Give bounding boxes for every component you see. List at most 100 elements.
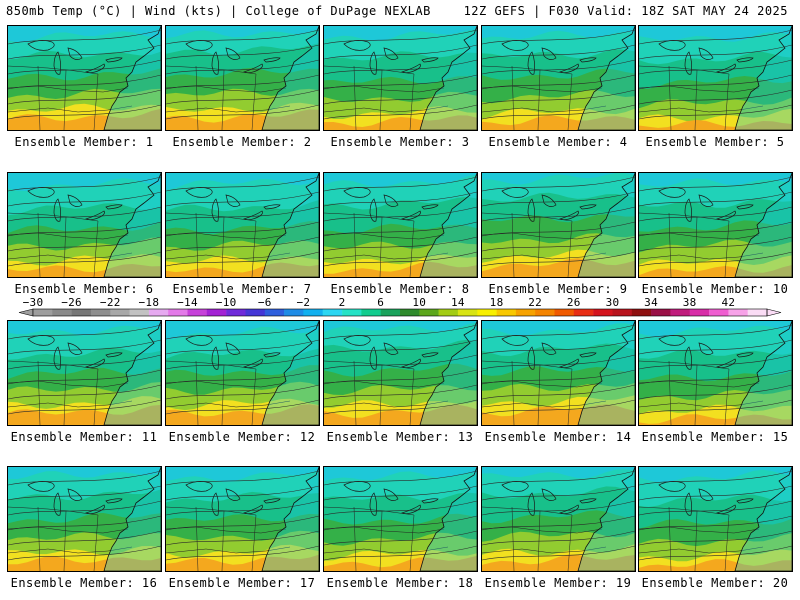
ensemble-member-label: Ensemble Member: 11 [10,430,158,444]
ensemble-member-label: Ensemble Member: 9 [488,282,628,296]
lake-outline [698,342,714,355]
ensemble-member-label: Ensemble Member: 18 [326,576,474,590]
ensemble-member-map [481,25,636,131]
lake-outline [658,40,686,51]
wind-contour [8,176,161,192]
wind-contour [482,530,635,546]
temperature-map [482,26,635,130]
warm-air-zone [482,404,635,425]
colorbar-swatch [535,309,555,316]
wind-contour [639,384,792,400]
lake-outline [383,342,399,355]
coastline [734,467,792,571]
lake-outline [558,504,579,515]
wind-contour [482,515,635,531]
ensemble-member-map [165,25,320,131]
ensemble-member-map [638,172,793,278]
lake-outline [67,488,83,501]
wind-contour [482,500,635,516]
wind-contour [639,369,792,385]
wind-contour [166,59,319,75]
colorbar-swatch [168,309,188,316]
wind-contour [8,515,161,531]
ensemble-member-label: Ensemble Member: 1 [14,135,154,149]
colorbar-tick-label: 18 [489,296,504,309]
colorbar-swatch [573,309,594,316]
ensemble-member-label: Ensemble Member: 8 [330,282,470,296]
colorbar-outline [32,308,768,317]
temperature-colorbar [18,308,782,317]
wind-contour [482,545,635,561]
state-boundary [581,252,607,258]
colorbar-tick-label: 26 [566,296,581,309]
colorbar-swatch [110,309,130,316]
state-boundary [738,400,764,406]
lake-outline [736,498,754,504]
temperature-map [482,321,635,425]
wind-contour [639,324,792,340]
state-boundary [93,368,99,425]
colorbar-swatch [380,309,401,316]
lake-outline [263,57,281,63]
wind-contour [639,470,792,486]
coastline [577,26,635,130]
lake-outline [369,346,378,370]
state-boundary [8,506,99,516]
ensemble-member-label: Ensemble Member: 5 [645,135,785,149]
state-boundary [668,65,672,130]
lake-outline [400,210,421,221]
colorbar-tick-label: 38 [682,296,697,309]
coastline [261,173,319,277]
wind-contour [482,29,635,45]
colorbar-swatch [187,309,208,316]
state-boundary [251,73,257,130]
ensemble-member-map [165,172,320,278]
warm-air-zone [8,556,161,571]
colorbar-swatch [612,309,633,316]
temperature-map [639,467,792,571]
wind-contour [8,339,161,355]
lake-outline [383,194,399,207]
ensemble-member-map [7,466,162,572]
state-boundary [195,360,199,425]
colorbar-swatch [245,309,266,316]
colorbar-swatch [148,309,169,316]
lake-outline [400,504,421,515]
state-boundary [639,212,730,222]
lake-outline [369,492,378,516]
state-boundary [567,73,573,130]
lake-outline [684,346,693,370]
colorbar-swatch [71,309,92,316]
colorbar-swatch [438,309,459,316]
state-boundary [37,506,41,571]
wind-contour [8,104,161,120]
wind-contour [324,384,477,400]
wind-contour [639,399,792,415]
lake-outline [84,210,105,221]
wind-contour [324,236,477,252]
ensemble-member-label: Ensemble Member: 7 [172,282,312,296]
lake-outline [501,335,529,346]
wind-contour [324,206,477,222]
ensemble-member-map [323,320,478,426]
wind-contour [639,74,792,90]
coastline [734,321,792,425]
lake-outline [421,352,439,358]
colorbar-tick-label: −10 [215,296,237,309]
colorbar-tick-label: 42 [721,296,736,309]
lake-outline [698,488,714,501]
colorbar-tick-label: −6 [257,296,272,309]
warm-air-zone [639,414,792,425]
state-boundary [409,368,415,425]
warm-air-zone [8,264,161,277]
coastline [577,321,635,425]
lake-outline [27,187,55,198]
lake-outline [225,488,241,501]
lake-outline [242,504,263,515]
wind-contour [166,44,319,60]
lake-outline [369,51,378,75]
lake-outline [715,63,736,74]
state-boundary [567,368,573,425]
temperature-map [639,173,792,277]
state-boundary [166,254,267,260]
